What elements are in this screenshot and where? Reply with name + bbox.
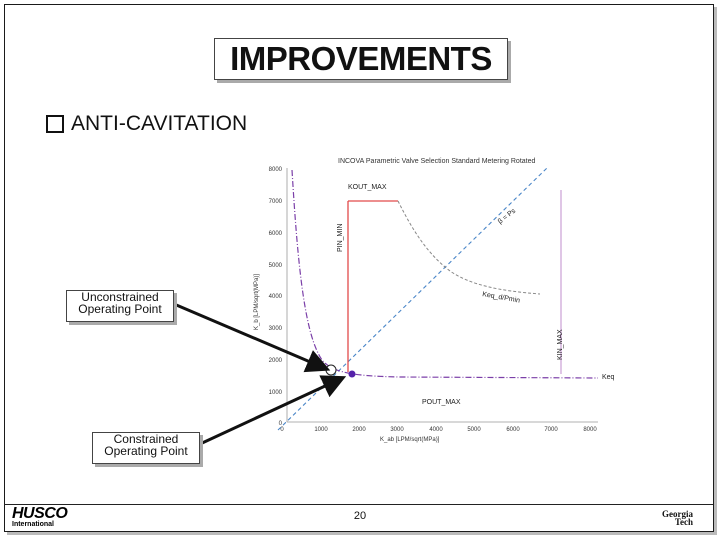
- x-tick-0: 0: [280, 427, 284, 433]
- x-tick-3000: 3000: [390, 427, 404, 433]
- kout-max-label: KOUT_MAX: [348, 184, 387, 191]
- y-tick-5000: 5000: [269, 263, 283, 269]
- kin-max-label: KIN_MAX: [557, 329, 564, 360]
- constrained-callout-line2: Operating Point: [104, 444, 188, 458]
- georgia-tech-logo-line2: Tech: [674, 517, 693, 527]
- page-number: 20: [353, 510, 367, 522]
- x-tick-8000: 8000: [583, 427, 597, 433]
- constrained-callout-line1: Constrained: [113, 432, 179, 446]
- unconstrained-callout-line2: Operating Point: [78, 302, 162, 316]
- keq-ratio-curve: [397, 200, 541, 295]
- keq-curve: [291, 169, 599, 379]
- unconstrained-callout: Unconstrained Operating Point: [66, 290, 174, 322]
- x-axis-label: K_ab [LPM/sqrt(MPa)]: [380, 437, 440, 443]
- husco-logo: HUSCO International: [12, 505, 74, 529]
- slide-title: IMPROVEMENTS: [214, 38, 508, 80]
- x-tick-6000: 6000: [506, 427, 520, 433]
- chart-title: INCOVA Parametric Valve Selection Standa…: [338, 158, 535, 165]
- ratio-label: β = Ps: [497, 207, 518, 225]
- x-tick-4000: 4000: [429, 427, 443, 433]
- y-tick-4000: 4000: [269, 294, 283, 300]
- keq-label: Keq: [602, 374, 615, 381]
- husco-logo-subtext: International: [12, 521, 55, 528]
- checkbox-bullet-icon: [46, 115, 64, 133]
- constrained-point-marker: [348, 370, 356, 378]
- constrained-callout: Constrained Operating Point: [92, 432, 200, 464]
- unconstrained-arrow: [173, 302, 331, 373]
- slide-frame: [4, 4, 714, 532]
- y-tick-8000: 8000: [269, 167, 283, 173]
- bullet-text: ANTI-CAVITATION: [71, 112, 248, 135]
- y-tick-7000: 7000: [269, 199, 283, 205]
- georgia-tech-logo: Georgia Tech: [662, 509, 693, 527]
- unconstrained-callout-line1: Unconstrained: [81, 290, 159, 304]
- y-tick-2000: 2000: [269, 358, 283, 364]
- y-tick-1000: 1000: [269, 390, 283, 396]
- footer-divider: [4, 504, 713, 505]
- y-tick-3000: 3000: [269, 326, 283, 332]
- keq-ratio-label: Keq_d/Pmin: [482, 291, 521, 305]
- bullet-item: ANTI-CAVITATION: [46, 112, 247, 136]
- pin-min-label: PIN_MIN: [337, 224, 344, 252]
- georgia-tech-logo-line1: Georgia: [662, 509, 693, 519]
- husco-logo-text: HUSCO: [12, 505, 68, 522]
- x-tick-7000: 7000: [544, 427, 558, 433]
- y-axis-label: K_b [LPM/sqrt(MPa)]: [254, 274, 260, 330]
- x-tick-1000: 1000: [314, 427, 328, 433]
- constrained-arrow: [199, 375, 347, 446]
- pout-max-label: POUT_MAX: [422, 399, 461, 406]
- y-tick-0: 0: [279, 421, 283, 427]
- x-tick-2000: 2000: [352, 427, 366, 433]
- x-tick-5000: 5000: [467, 427, 481, 433]
- y-tick-6000: 6000: [269, 231, 283, 237]
- unconstrained-point-marker: [325, 364, 337, 376]
